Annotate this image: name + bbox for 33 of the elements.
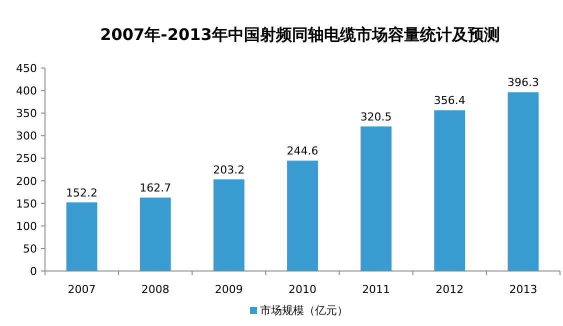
data-label: 244.6 — [286, 144, 318, 158]
bar — [140, 198, 171, 271]
chart-title: 2007年-2013年中国射频同轴电缆市场容量统计及预测 — [100, 25, 500, 44]
y-tick-label: 50 — [23, 242, 37, 256]
data-label: 396.3 — [507, 76, 539, 90]
bar — [213, 179, 244, 271]
y-tick-label: 250 — [16, 152, 37, 166]
bar — [66, 202, 98, 271]
data-label: 356.4 — [434, 94, 466, 108]
y-tick-label: 200 — [16, 174, 37, 188]
bar — [360, 126, 392, 271]
bar — [287, 160, 318, 271]
x-tick-label: 2010 — [288, 283, 316, 296]
bar — [508, 92, 539, 271]
y-tick-label: 300 — [16, 130, 37, 143]
x-tick-label: 2011 — [362, 283, 390, 296]
x-tick-label: 2009 — [214, 283, 243, 296]
legend-label: 市场规模（亿元） — [260, 304, 348, 317]
y-tick-label: 150 — [16, 197, 37, 210]
y-tick-label: 450 — [16, 62, 37, 75]
x-tick-label: 2008 — [141, 283, 170, 296]
y-tick-label: 350 — [16, 107, 37, 120]
x-tick-label: 2007 — [68, 283, 96, 296]
y-tick-label: 400 — [16, 84, 37, 98]
data-label: 203.2 — [213, 163, 245, 176]
x-tick-label: 2012 — [436, 283, 464, 296]
bar — [434, 110, 466, 271]
data-label: 162.7 — [140, 182, 172, 195]
y-tick-label: 0 — [30, 265, 37, 278]
x-tick-label: 2013 — [509, 283, 538, 296]
y-tick-label: 100 — [16, 220, 37, 233]
data-label: 320.5 — [360, 110, 392, 124]
data-label: 152.2 — [66, 186, 98, 200]
